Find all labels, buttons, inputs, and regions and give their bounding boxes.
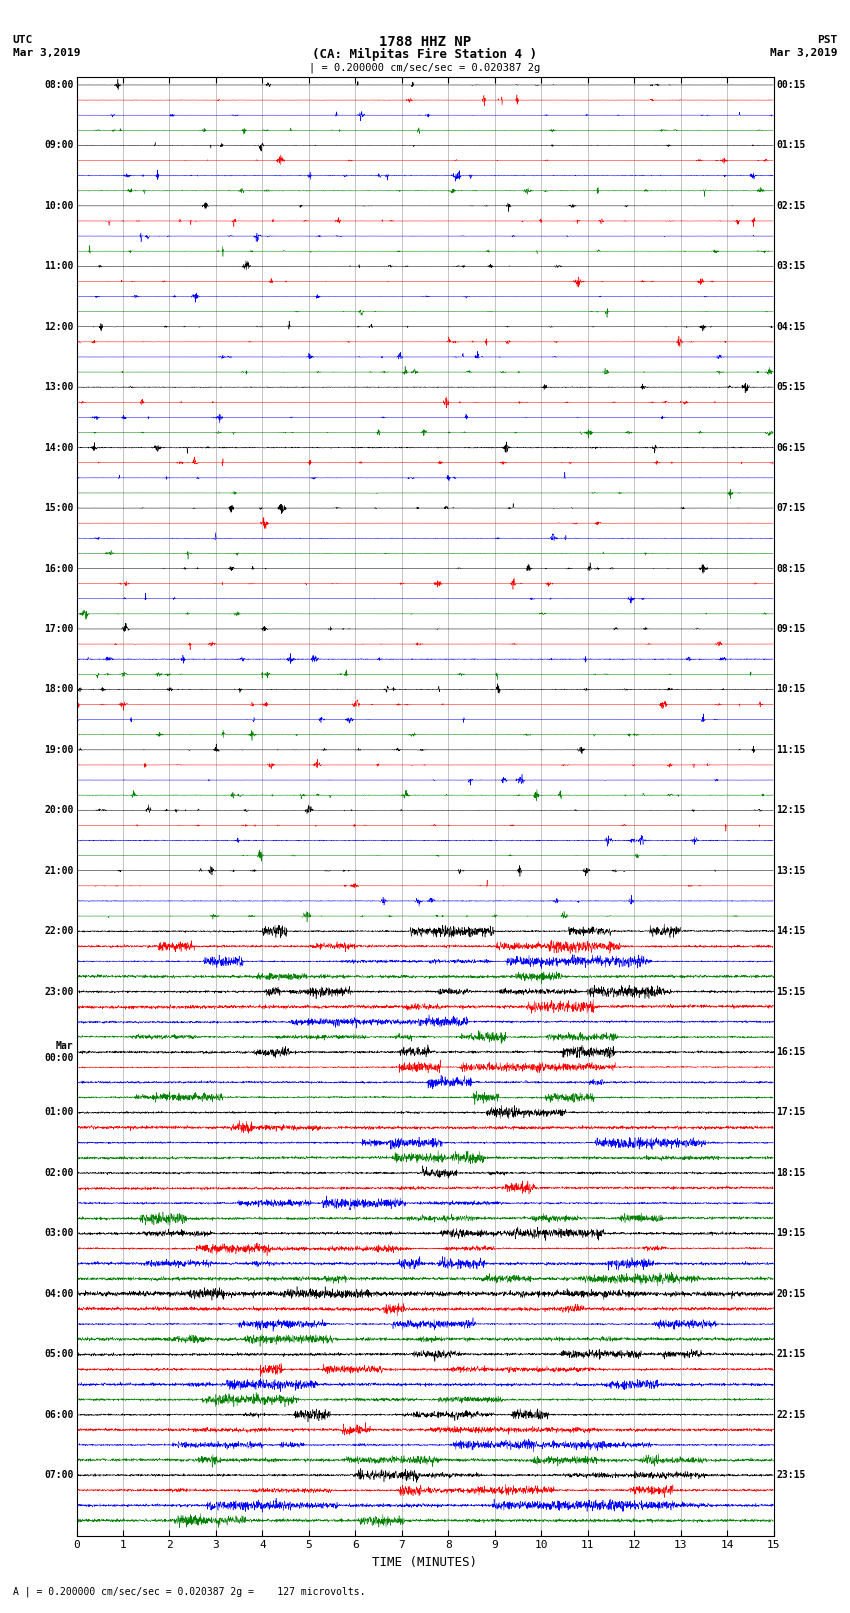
Text: 18:15: 18:15 [776,1168,806,1177]
Text: 12:00: 12:00 [44,321,74,332]
Text: 20:00: 20:00 [44,805,74,815]
Text: 17:00: 17:00 [44,624,74,634]
Text: 03:00: 03:00 [44,1229,74,1239]
Text: 02:15: 02:15 [776,202,806,211]
Text: 14:15: 14:15 [776,926,806,936]
Text: UTC: UTC [13,35,33,45]
Text: Mar 3,2019: Mar 3,2019 [13,48,80,58]
X-axis label: TIME (MINUTES): TIME (MINUTES) [372,1557,478,1569]
Text: 15:00: 15:00 [44,503,74,513]
Text: 21:15: 21:15 [776,1348,806,1360]
Text: 13:00: 13:00 [44,382,74,392]
Text: 22:15: 22:15 [776,1410,806,1419]
Text: 04:00: 04:00 [44,1289,74,1298]
Text: 06:15: 06:15 [776,442,806,453]
Text: 09:15: 09:15 [776,624,806,634]
Text: 07:00: 07:00 [44,1469,74,1481]
Text: 00:15: 00:15 [776,81,806,90]
Text: 13:15: 13:15 [776,866,806,876]
Text: (CA: Milpitas Fire Station 4 ): (CA: Milpitas Fire Station 4 ) [313,48,537,61]
Text: 20:15: 20:15 [776,1289,806,1298]
Text: 12:15: 12:15 [776,805,806,815]
Text: 23:00: 23:00 [44,987,74,997]
Text: 23:15: 23:15 [776,1469,806,1481]
Text: 03:15: 03:15 [776,261,806,271]
Text: 11:00: 11:00 [44,261,74,271]
Text: 01:15: 01:15 [776,140,806,150]
Text: | = 0.200000 cm/sec/sec = 0.020387 2g: | = 0.200000 cm/sec/sec = 0.020387 2g [309,63,541,74]
Text: 02:00: 02:00 [44,1168,74,1177]
Text: 1788 HHZ NP: 1788 HHZ NP [379,35,471,50]
Text: Mar 3,2019: Mar 3,2019 [770,48,837,58]
Text: 19:15: 19:15 [776,1229,806,1239]
Text: 14:00: 14:00 [44,442,74,453]
Text: 05:15: 05:15 [776,382,806,392]
Text: 09:00: 09:00 [44,140,74,150]
Text: 08:15: 08:15 [776,563,806,574]
Text: 07:15: 07:15 [776,503,806,513]
Text: 10:00: 10:00 [44,202,74,211]
Text: 21:00: 21:00 [44,866,74,876]
Text: A | = 0.200000 cm/sec/sec = 0.020387 2g =    127 microvolts.: A | = 0.200000 cm/sec/sec = 0.020387 2g … [13,1586,366,1597]
Text: 05:00: 05:00 [44,1348,74,1360]
Text: 17:15: 17:15 [776,1108,806,1118]
Text: 11:15: 11:15 [776,745,806,755]
Text: 08:00: 08:00 [44,81,74,90]
Text: 16:00: 16:00 [44,563,74,574]
Text: 22:00: 22:00 [44,926,74,936]
Text: 10:15: 10:15 [776,684,806,694]
Text: 15:15: 15:15 [776,987,806,997]
Text: 19:00: 19:00 [44,745,74,755]
Text: 16:15: 16:15 [776,1047,806,1057]
Text: 18:00: 18:00 [44,684,74,694]
Text: 04:15: 04:15 [776,321,806,332]
Text: 06:00: 06:00 [44,1410,74,1419]
Text: PST: PST [817,35,837,45]
Text: Mar
00:00: Mar 00:00 [44,1042,74,1063]
Text: 01:00: 01:00 [44,1108,74,1118]
